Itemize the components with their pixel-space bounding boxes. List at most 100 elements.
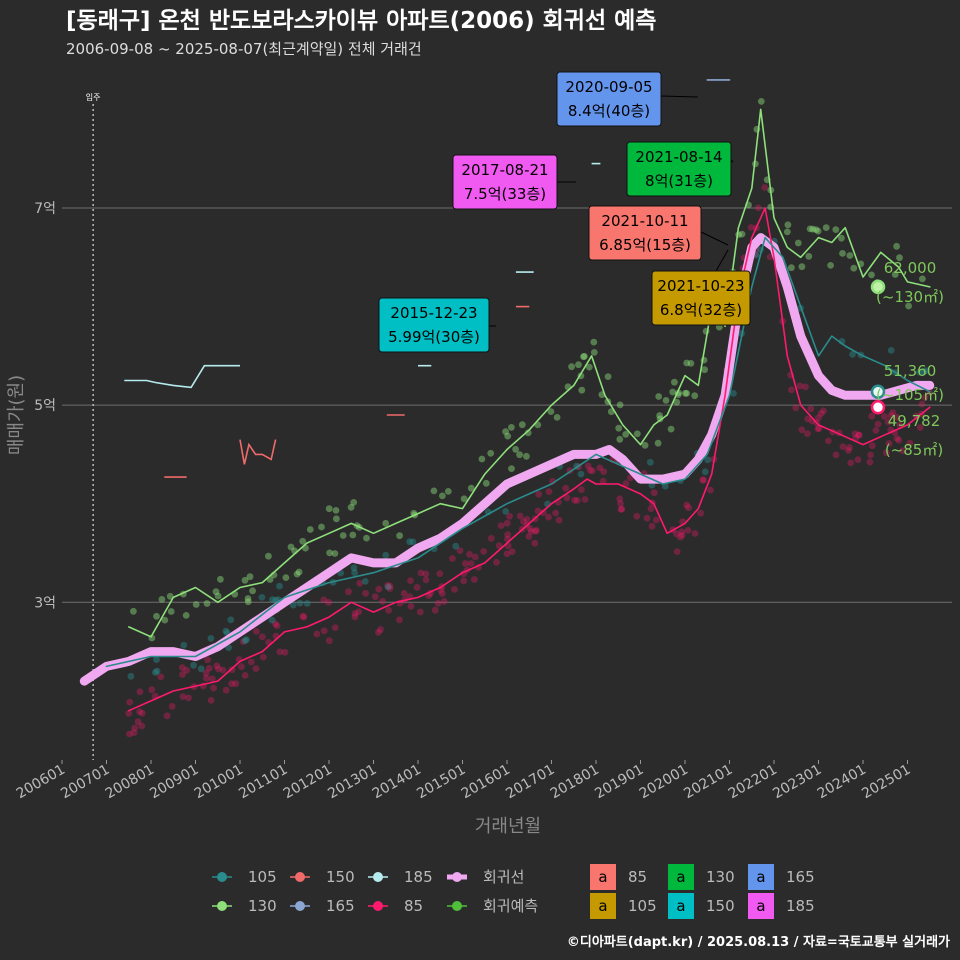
transaction-dot bbox=[683, 359, 691, 367]
transaction-dot bbox=[503, 519, 511, 527]
transaction-dot bbox=[788, 386, 795, 394]
transaction-dot bbox=[921, 394, 929, 401]
transaction-dot bbox=[683, 389, 691, 397]
transaction-dot bbox=[820, 407, 827, 415]
legend-label: 185 bbox=[786, 897, 815, 915]
transaction-dot bbox=[179, 693, 187, 700]
x-tick-label: 201701 bbox=[503, 762, 557, 803]
legend-point-key bbox=[217, 872, 227, 882]
transaction-dot bbox=[527, 528, 535, 535]
transaction-dot bbox=[691, 392, 699, 400]
transaction-dot bbox=[617, 506, 625, 513]
transaction-dot bbox=[444, 488, 452, 495]
transaction-dot bbox=[616, 401, 624, 409]
annotation-value: 8.4억(40층) bbox=[568, 102, 650, 120]
annotation-box bbox=[556, 71, 662, 127]
transaction-dot bbox=[178, 664, 186, 671]
transaction-dot bbox=[413, 584, 421, 591]
transaction-dot bbox=[893, 413, 901, 421]
transaction-dot bbox=[438, 590, 446, 597]
series-line-85 bbox=[128, 207, 931, 712]
x-tick-label: 202101 bbox=[681, 762, 735, 803]
transaction-dot bbox=[167, 608, 175, 615]
transaction-dot bbox=[578, 386, 586, 394]
transaction-dot bbox=[896, 254, 903, 262]
transaction-dot bbox=[646, 458, 654, 466]
transaction-dot bbox=[382, 519, 390, 527]
transaction-dot bbox=[214, 592, 222, 600]
transaction-dot bbox=[563, 494, 571, 502]
transaction-dot bbox=[766, 253, 774, 261]
transaction-dot bbox=[208, 675, 216, 683]
x-tick-label: 200701 bbox=[58, 762, 112, 803]
legend-box-glyph: a bbox=[756, 897, 765, 915]
transaction-dot bbox=[806, 225, 814, 233]
transaction-dot bbox=[300, 613, 308, 621]
transaction-dot bbox=[815, 414, 822, 422]
transaction-dot bbox=[238, 663, 245, 671]
transaction-dot bbox=[325, 637, 333, 645]
transaction-dot bbox=[523, 516, 531, 523]
transaction-dot bbox=[817, 410, 825, 417]
annotations: 2020-09-05 8.4억(40층) 2017-08-21 7.5억(33층) 20… bbox=[378, 71, 751, 353]
transaction-dot bbox=[824, 437, 832, 445]
transaction-dot bbox=[466, 550, 473, 558]
transaction-dot bbox=[520, 518, 527, 525]
transaction-dot bbox=[573, 497, 581, 504]
transaction-dot bbox=[535, 490, 543, 498]
transaction-dot bbox=[431, 606, 439, 614]
transaction-dot bbox=[293, 570, 301, 578]
transaction-dot bbox=[212, 588, 220, 596]
transaction-dot bbox=[247, 658, 255, 666]
legend-box-key bbox=[748, 893, 774, 919]
transaction-dot bbox=[260, 653, 267, 661]
transaction-dot bbox=[313, 630, 321, 638]
legend-label: 130 bbox=[706, 868, 735, 886]
transaction-dot bbox=[461, 560, 469, 567]
transaction-dot bbox=[738, 230, 746, 238]
x-tick-label: 200901 bbox=[147, 762, 201, 803]
transaction-dot bbox=[704, 456, 712, 464]
transaction-dot bbox=[600, 468, 608, 475]
legend-label: 130 bbox=[248, 897, 277, 915]
transaction-dot bbox=[325, 598, 333, 606]
prediction-endpoints: 62,000 (~130㎡) 51,360 (~105㎡) 49,782 (~85㎡) bbox=[870, 259, 944, 459]
transaction-dot bbox=[532, 528, 539, 535]
transaction-dot bbox=[685, 504, 692, 512]
y-tick-label: 3억 bbox=[34, 595, 56, 611]
transaction-dot bbox=[707, 486, 714, 494]
annotation-pointer bbox=[715, 249, 729, 272]
x-tick-label: 201201 bbox=[281, 762, 335, 803]
transaction-dot bbox=[272, 620, 279, 628]
transaction-dot bbox=[827, 262, 834, 269]
transaction-dot bbox=[913, 412, 920, 420]
x-tick-label: 201801 bbox=[548, 762, 602, 803]
transaction-dot bbox=[197, 665, 205, 673]
transaction-dot bbox=[571, 496, 578, 504]
transaction-dot bbox=[439, 492, 446, 500]
transaction-dot bbox=[681, 389, 689, 397]
transaction-dot bbox=[822, 224, 830, 232]
transaction-dot bbox=[562, 484, 570, 492]
transaction-dot bbox=[351, 569, 358, 576]
prediction-value: 51,360 bbox=[884, 362, 937, 380]
transaction-dot bbox=[325, 505, 333, 513]
legend-box-glyph: a bbox=[756, 868, 765, 886]
transaction-dot bbox=[889, 409, 897, 416]
series-line-150 bbox=[239, 439, 277, 465]
legend-point-key bbox=[452, 872, 462, 882]
transaction-dot bbox=[495, 542, 503, 549]
transaction-dot bbox=[130, 607, 137, 615]
transaction-dot bbox=[252, 665, 260, 672]
chart-subtitle: 2006-09-08 ~ 2025-08-07(최근계약일) 전체 거래건 bbox=[66, 40, 422, 58]
transaction-dot bbox=[400, 590, 408, 597]
transaction-dot bbox=[850, 264, 858, 272]
transaction-dot bbox=[804, 430, 811, 437]
transaction-dot bbox=[584, 462, 592, 470]
transaction-dot bbox=[168, 703, 176, 710]
transaction-dot bbox=[516, 451, 523, 459]
transaction-dot bbox=[893, 242, 900, 250]
transaction-dot bbox=[417, 569, 425, 577]
transaction-dot bbox=[652, 516, 660, 524]
transaction-dot bbox=[568, 363, 575, 371]
